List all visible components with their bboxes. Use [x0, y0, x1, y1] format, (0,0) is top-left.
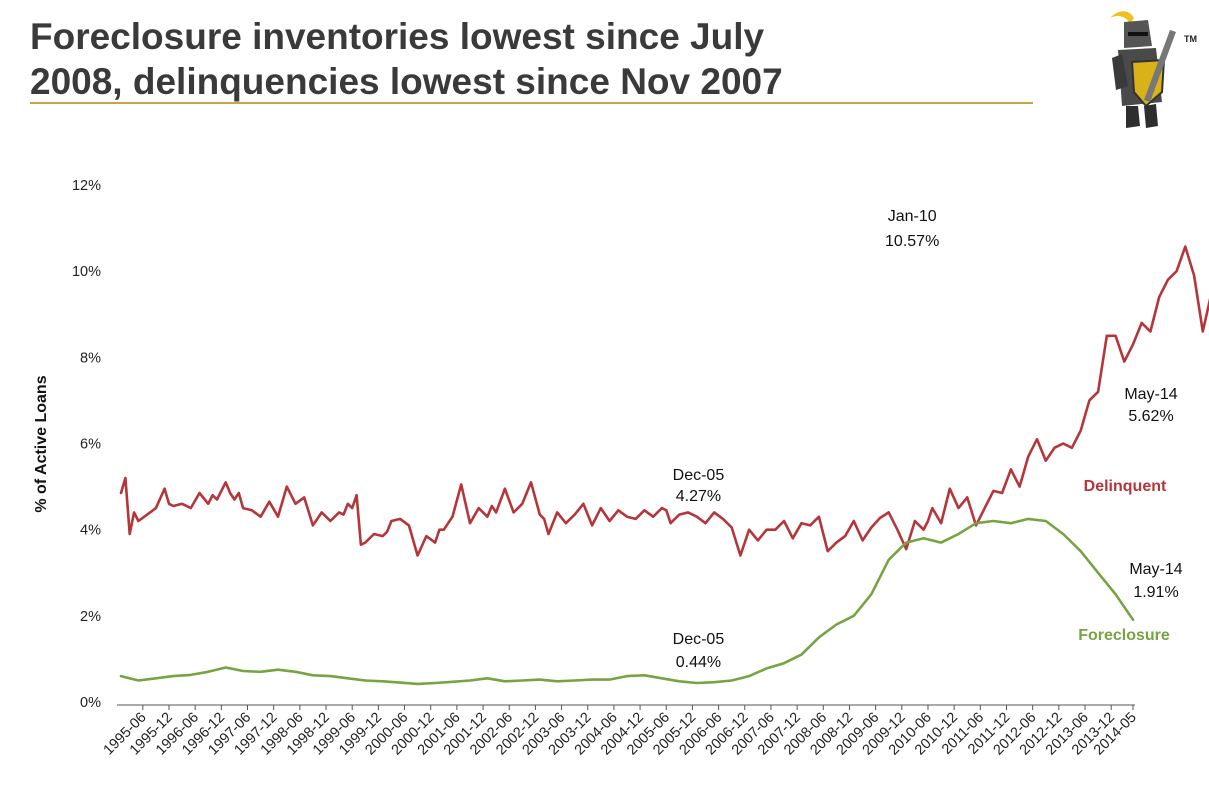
legs: [1126, 104, 1158, 128]
annotation-value: 0.44%: [676, 654, 721, 671]
page-title: Foreclosure inventories lowest since Jul…: [30, 14, 990, 104]
title-line-1: Foreclosure inventories lowest since Jul…: [30, 16, 765, 57]
title-divider: [30, 102, 1033, 104]
helmet-plume: [1110, 11, 1134, 24]
annotation-date: May-14: [1124, 386, 1177, 403]
annotation-value: 4.27%: [676, 488, 721, 505]
knight-logo-icon: TM: [1110, 11, 1197, 128]
trademark-mark: TM: [1184, 34, 1197, 44]
annotation-value: 10.57%: [885, 233, 939, 250]
visor-slit: [1128, 32, 1148, 36]
chart-lines: [119, 245, 1209, 686]
annotation-value: 1.91%: [1133, 584, 1178, 601]
y-tick-label: 0%: [80, 695, 101, 711]
sword: [1144, 30, 1176, 102]
annotation-date: May-14: [1129, 561, 1182, 578]
y-tick-label: 8%: [80, 350, 101, 366]
annotation-date: Dec-05: [673, 631, 725, 648]
y-tick-label: 6%: [80, 437, 101, 453]
y-axis-title: % of Active Loans: [33, 375, 50, 512]
arm: [1112, 54, 1128, 90]
legend-label-foreclosure: Foreclosure: [1078, 627, 1170, 644]
annotation-date: Jan-10: [888, 208, 937, 225]
y-tick-label: 4%: [80, 523, 101, 539]
y-tick-label: 12%: [72, 178, 101, 194]
legend-label-delinquent: Delinquent: [1084, 478, 1167, 495]
y-tick-label: 10%: [72, 264, 101, 280]
title-line-2: 2008, delinquencies lowest since Nov 200…: [30, 61, 783, 102]
series-line-delinquent: [119, 245, 1209, 557]
annotation-value: 5.62%: [1128, 408, 1173, 425]
series-line-foreclosure: [119, 517, 1135, 686]
y-tick-label: 2%: [80, 609, 101, 625]
chart-axes: 0%2%4%6%8%10%12%% of Active Loans1995-06…: [33, 178, 1140, 758]
annotation-date: Dec-05: [673, 467, 725, 484]
chart-labels: Dec-05 4.27% Jan-10 10.57% May-14 5.62% Delinq…: [673, 208, 1183, 671]
